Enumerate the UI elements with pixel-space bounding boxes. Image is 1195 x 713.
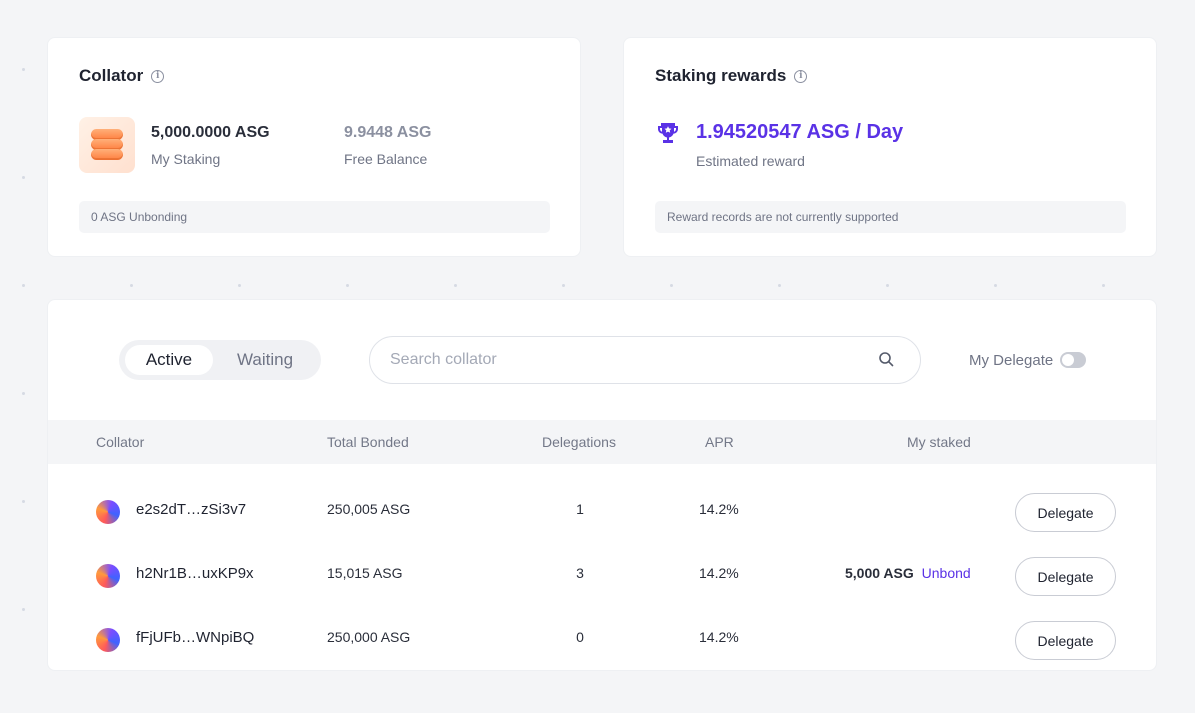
collator-avatar [96,628,120,652]
free-balance-label: Free Balance [344,151,428,167]
bg-dot [22,284,25,287]
bg-dot [22,68,25,71]
reward-records-notice: Reward records are not currently support… [655,201,1126,233]
bg-dot [22,392,25,395]
info-icon[interactable]: i [151,69,165,83]
search-input[interactable] [390,337,850,382]
my-staked-amount: 5,000 ASG [845,565,914,581]
bg-dot [22,500,25,503]
free-balance-value: 9.9448 ASG [344,124,432,141]
bg-dot [22,176,25,179]
collator-avatar [96,564,120,588]
coin-stack-icon [79,117,135,173]
my-staking-label: My Staking [151,151,221,167]
estimated-reward-label: Estimated reward [696,153,805,169]
bg-dot [994,284,997,287]
tab-waiting[interactable]: Waiting [236,350,294,369]
my-staked-cell: 5,000 ASG Unbond [845,565,971,581]
my-staking-value: 5,000.0000 ASG [151,124,270,141]
bg-dot [346,284,349,287]
apr-cell: 14.2% [699,565,739,581]
delegations-cell: 1 [576,501,584,517]
delegate-button[interactable]: Delegate [1015,493,1116,532]
collator-card-title: Collator i [79,66,165,86]
table-row: fFjUFb…WNpiBQ 250,000 ASG 0 14.2% Delega… [48,608,1156,672]
apr-cell: 14.2% [699,501,739,517]
bg-dot [562,284,565,287]
total-bonded-cell: 250,005 ASG [327,501,411,517]
collator-card: Collator i 5,000.0000 ASG My Staking 9.9… [47,37,581,257]
bg-dot [670,284,673,287]
column-header-total-bonded: Total Bonded [327,434,409,450]
rewards-title-text: Staking rewards [655,66,787,85]
search-icon[interactable] [878,351,894,367]
apr-cell: 14.2% [699,629,739,645]
bg-dot [454,284,457,287]
table-row: e2s2dT…zSi3v7 250,005 ASG 1 14.2% Delega… [48,480,1156,544]
unbond-link[interactable]: Unbond [921,565,971,581]
my-delegate-toggle[interactable] [1060,352,1086,368]
bg-dot [1102,284,1105,287]
my-delegate-label: My Delegate [969,352,1054,369]
bg-dot [238,284,241,287]
column-header-apr: APR [705,434,734,450]
estimated-reward-value: 1.94520547 ASG / Day [696,121,904,143]
delegations-cell: 3 [576,565,584,581]
unbonding-info-bar: 0 ASG Unbonding [79,201,550,233]
bg-dot [22,608,25,611]
trophy-icon [658,123,678,143]
rewards-card-title: Staking rewards i [655,66,808,86]
search-box [369,336,921,384]
bg-dot [778,284,781,287]
tab-active[interactable]: Active [125,345,213,375]
collator-address[interactable]: fFjUFb…WNpiBQ [136,629,255,646]
bg-dot [130,284,133,287]
delegations-cell: 0 [576,629,584,645]
column-header-collator: Collator [96,434,145,450]
total-bonded-cell: 250,000 ASG [327,629,411,645]
info-icon[interactable]: i [794,69,808,83]
staking-rewards-card: Staking rewards i 1.94520547 ASG / Day E… [623,37,1157,257]
collator-avatar [96,500,120,524]
column-header-my-staked: My staked [907,434,971,450]
collator-list-card: Active Waiting My Delegate Collator Tota… [47,299,1157,671]
bg-dot [886,284,889,287]
table-row: h2Nr1B…uxKP9x 15,015 ASG 3 14.2% 5,000 A… [48,544,1156,608]
total-bonded-cell: 15,015 ASG [327,565,403,581]
delegate-button[interactable]: Delegate [1015,557,1116,596]
table-header: Collator Total Bonded Delegations APR My… [48,420,1156,464]
delegate-button[interactable]: Delegate [1015,621,1116,660]
status-tab-group: Active Waiting [119,340,321,380]
toggle-knob [1062,354,1074,366]
collator-address[interactable]: h2Nr1B…uxKP9x [136,565,254,582]
column-header-delegations: Delegations [542,434,616,450]
collator-title-text: Collator [79,66,144,85]
collator-address[interactable]: e2s2dT…zSi3v7 [136,501,247,518]
